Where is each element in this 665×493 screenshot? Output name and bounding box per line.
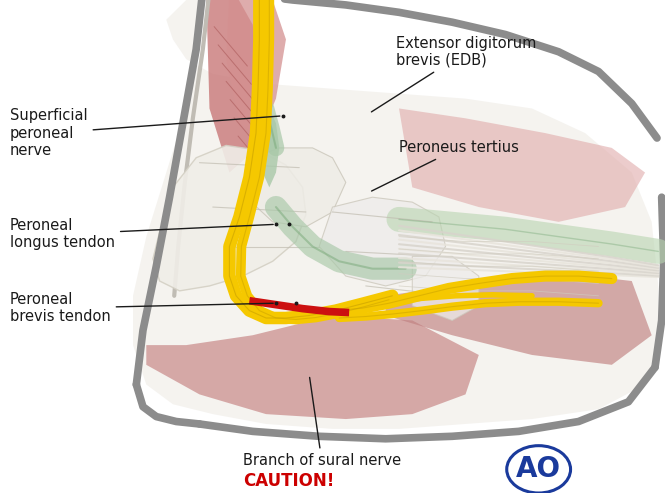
Polygon shape [153, 145, 306, 291]
Polygon shape [319, 197, 446, 286]
Text: Peroneal
brevis tendon: Peroneal brevis tendon [10, 292, 273, 324]
Text: CAUTION!: CAUTION! [243, 472, 334, 490]
Text: Peroneal
longus tendon: Peroneal longus tendon [10, 218, 273, 250]
Polygon shape [226, 0, 286, 138]
Polygon shape [133, 0, 658, 429]
Polygon shape [386, 271, 652, 365]
Text: Peroneus tertius: Peroneus tertius [372, 141, 519, 191]
Text: Extensor digitorum
brevis (EDB): Extensor digitorum brevis (EDB) [372, 35, 536, 112]
Text: Branch of sural nerve: Branch of sural nerve [243, 378, 401, 468]
Text: Superficial
peroneal
nerve: Superficial peroneal nerve [10, 108, 280, 158]
Polygon shape [399, 108, 645, 222]
Polygon shape [146, 316, 479, 419]
Text: AO: AO [516, 456, 561, 483]
Polygon shape [412, 256, 479, 320]
Polygon shape [246, 148, 346, 227]
Polygon shape [259, 108, 279, 187]
Polygon shape [206, 0, 259, 173]
